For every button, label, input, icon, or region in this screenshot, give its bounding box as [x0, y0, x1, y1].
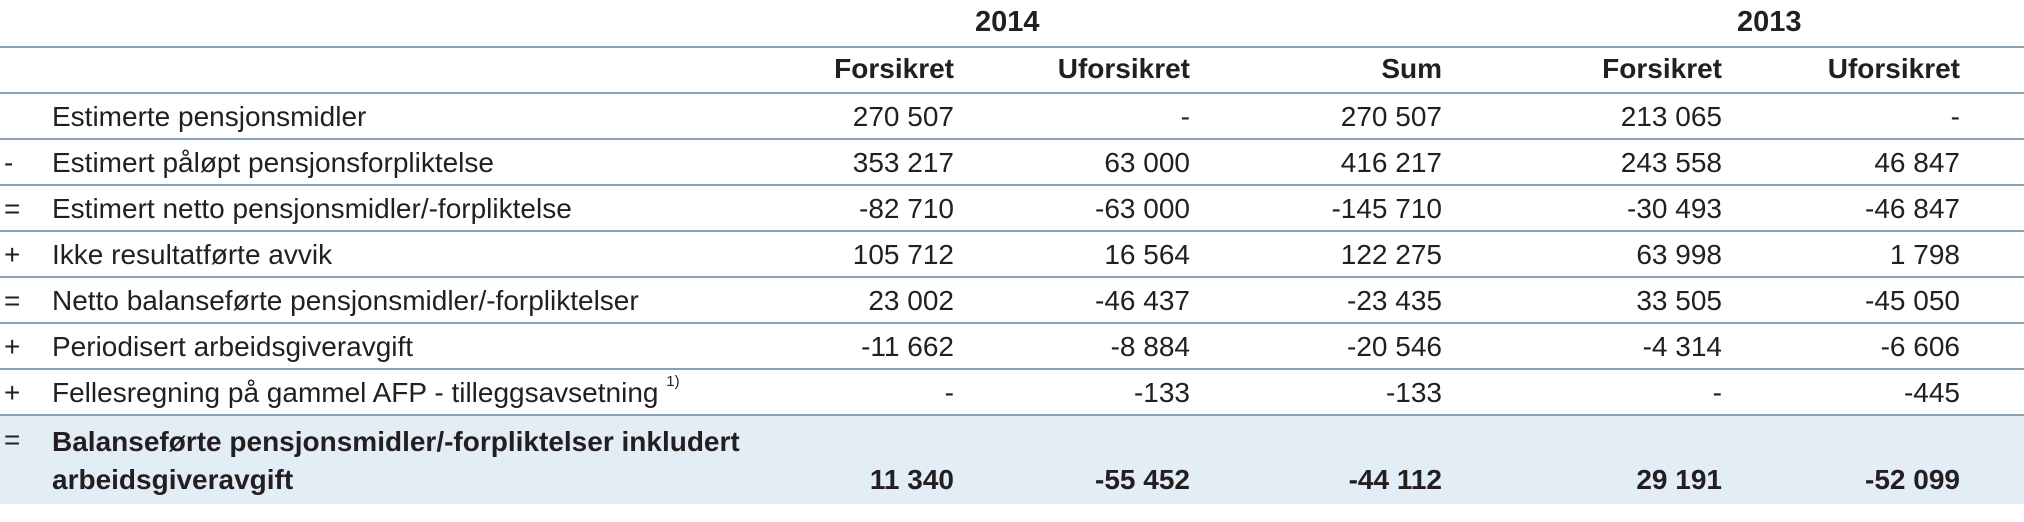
year-header-row: 2014 2013	[0, 0, 2024, 48]
cell-forsikret-2014: 353 217	[852, 147, 954, 178]
cell-sum-2014: 122 275	[1340, 239, 1442, 270]
table-row: Estimerte pensjonsmidler 270 507 - 270 5…	[0, 94, 2024, 140]
cell-uforsikret-2013: 46 847	[1874, 147, 1960, 178]
cell-forsikret-2014: 23 002	[868, 285, 954, 316]
row-label-text: Fellesregning på gammel AFP - tilleggsav…	[52, 377, 659, 408]
table-row: + Fellesregning på gammel AFP - tilleggs…	[0, 370, 2024, 416]
row-label-text: Estimerte pensjonsmidler	[52, 101, 367, 132]
row-operator: +	[4, 331, 21, 362]
table-row: = Netto balanseførte pensjonsmidler/-for…	[0, 278, 2024, 324]
cell-uforsikret-2014: -63 000	[1095, 193, 1190, 224]
cell-sum-2014: -145 710	[1331, 193, 1442, 224]
column-header-uforsikret-2013: Uforsikret	[1827, 53, 1960, 84]
row-label-text: Estimert netto pensjonsmidler/-forplikte…	[52, 193, 572, 224]
total-forsikret-2013: 29 191	[1636, 464, 1722, 495]
cell-forsikret-2013: 213 065	[1620, 101, 1722, 132]
row-operator: -	[4, 147, 14, 178]
cell-uforsikret-2014: -	[1180, 101, 1190, 132]
cell-uforsikret-2014: 16 564	[1104, 239, 1190, 270]
cell-uforsikret-2013: -6 606	[1880, 331, 1960, 362]
cell-sum-2014: -133	[1385, 377, 1442, 408]
row-operator: =	[4, 285, 21, 316]
cell-forsikret-2014: -	[944, 377, 954, 408]
cell-forsikret-2014: -11 662	[861, 331, 954, 362]
cell-uforsikret-2014: -46 437	[1095, 285, 1190, 316]
total-uforsikret-2013: -52 099	[1865, 464, 1960, 495]
total-row: = Balanseførte pensjonsmidler/-forplikte…	[0, 416, 2024, 504]
cell-forsikret-2014: -82 710	[859, 193, 954, 224]
row-label: Estimert påløpt pensjonsforpliktelse	[52, 147, 494, 179]
row-label: Estimert netto pensjonsmidler/-forplikte…	[52, 193, 572, 225]
row-label: Netto balanseførte pensjonsmidler/-forpl…	[52, 285, 639, 317]
row-operator: +	[4, 377, 21, 408]
cell-uforsikret-2013: -445	[1903, 377, 1960, 408]
table-row: + Ikke resultatførte avvik 105 712 16 56…	[0, 232, 2024, 278]
column-header-row: Forsikret Uforsikret Sum Forsikret Ufors…	[0, 48, 2024, 94]
cell-uforsikret-2013: -	[1950, 101, 1960, 132]
row-label: Fellesregning på gammel AFP - tilleggsav…	[52, 373, 680, 409]
cell-forsikret-2013: 33 505	[1636, 285, 1722, 316]
cell-uforsikret-2013: 1 798	[1889, 239, 1960, 270]
row-label: Estimerte pensjonsmidler	[52, 101, 366, 133]
column-header-forsikret-2014: Forsikret	[834, 53, 954, 84]
row-label-text: Estimert påløpt pensjonsforpliktelse	[52, 147, 494, 178]
cell-uforsikret-2013: -45 050	[1865, 285, 1960, 316]
table-row: - Estimert påløpt pensjonsforpliktelse 3…	[0, 140, 2024, 186]
table-row: + Periodisert arbeidsgiveravgift -11 662…	[0, 324, 2024, 370]
column-header-sum-2014: Sum	[1381, 53, 1442, 84]
total-sum-2014: -44 112	[1348, 464, 1442, 495]
year-2013-header: 2013	[1737, 6, 1802, 38]
cell-forsikret-2013: -	[1712, 377, 1722, 408]
total-row-label: Balanseførte pensjonsmidler/-forpliktels…	[52, 426, 740, 495]
row-operator: =	[4, 424, 21, 455]
row-label-text: Periodisert arbeidsgiveravgift	[52, 331, 414, 362]
table-row: = Estimert netto pensjonsmidler/-forplik…	[0, 186, 2024, 232]
row-label: Periodisert arbeidsgiveravgift	[52, 331, 413, 363]
total-forsikret-2014: 11 340	[869, 464, 954, 495]
row-label-text: Netto balanseførte pensjonsmidler/-forpl…	[52, 285, 639, 316]
row-operator: =	[4, 193, 21, 224]
cell-forsikret-2014: 105 712	[852, 239, 954, 270]
cell-uforsikret-2014: -8 884	[1110, 331, 1190, 362]
cell-sum-2014: -20 546	[1347, 331, 1442, 362]
column-header-uforsikret-2014: Uforsikret	[1057, 53, 1190, 84]
cell-sum-2014: -23 435	[1347, 285, 1442, 316]
cell-uforsikret-2014: -133	[1133, 377, 1190, 408]
row-label-text: Ikke resultatførte avvik	[52, 239, 333, 270]
cell-sum-2014: 416 217	[1340, 147, 1442, 178]
cell-forsikret-2013: -4 314	[1642, 331, 1722, 362]
cell-forsikret-2013: -30 493	[1627, 193, 1722, 224]
footnote-marker: 1)	[666, 373, 680, 390]
cell-uforsikret-2013: -46 847	[1865, 193, 1960, 224]
year-2014-header: 2014	[975, 6, 1040, 38]
total-uforsikret-2014: -55 452	[1095, 464, 1190, 495]
cell-forsikret-2013: 63 998	[1636, 239, 1722, 270]
cell-uforsikret-2014: 63 000	[1104, 147, 1190, 178]
cell-forsikret-2013: 243 558	[1620, 147, 1722, 178]
cell-forsikret-2014: 270 507	[852, 101, 954, 132]
pension-table: 2014 2013 Forsikret Uforsikret Sum Forsi…	[0, 0, 2024, 504]
column-header-forsikret-2013: Forsikret	[1602, 53, 1722, 84]
cell-sum-2014: 270 507	[1340, 101, 1442, 132]
row-operator: +	[4, 239, 21, 270]
row-label: Ikke resultatførte avvik	[52, 239, 332, 271]
